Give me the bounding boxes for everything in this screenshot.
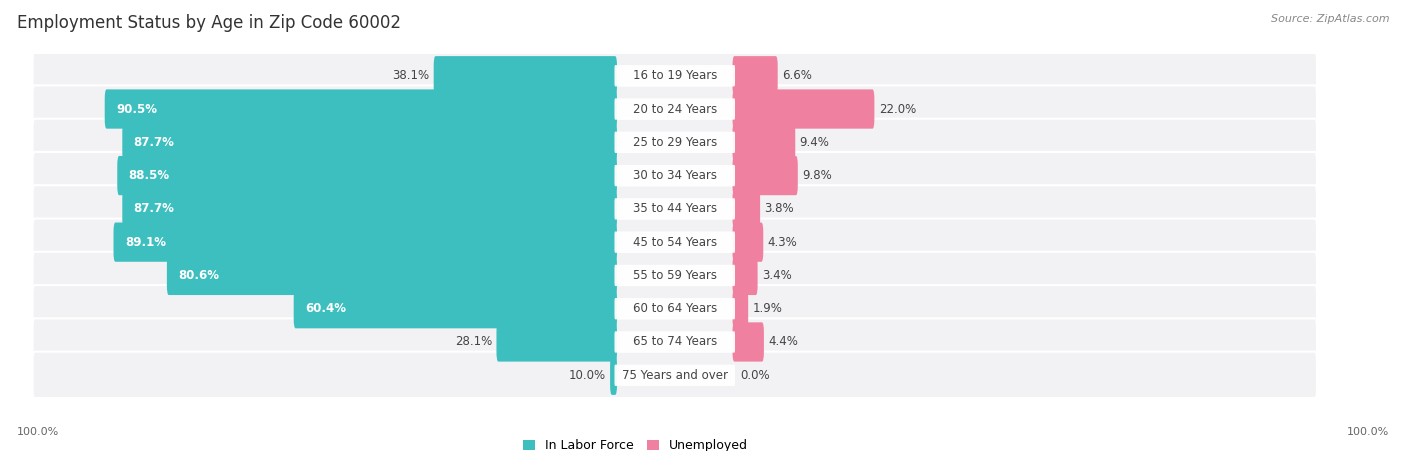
FancyBboxPatch shape: [614, 132, 735, 153]
Text: 100.0%: 100.0%: [17, 428, 59, 437]
Text: 25 to 29 Years: 25 to 29 Years: [633, 136, 717, 149]
FancyBboxPatch shape: [32, 52, 1317, 99]
FancyBboxPatch shape: [733, 289, 748, 328]
FancyBboxPatch shape: [114, 222, 617, 262]
FancyBboxPatch shape: [32, 85, 1317, 133]
Text: 60.4%: 60.4%: [305, 302, 346, 315]
Text: 38.1%: 38.1%: [392, 69, 429, 82]
FancyBboxPatch shape: [733, 256, 758, 295]
FancyBboxPatch shape: [294, 289, 617, 328]
Text: 55 to 59 Years: 55 to 59 Years: [633, 269, 717, 282]
FancyBboxPatch shape: [733, 189, 761, 229]
FancyBboxPatch shape: [614, 165, 735, 186]
FancyBboxPatch shape: [122, 123, 617, 162]
Text: 45 to 54 Years: 45 to 54 Years: [633, 235, 717, 249]
FancyBboxPatch shape: [32, 285, 1317, 332]
Text: 87.7%: 87.7%: [134, 202, 174, 216]
FancyBboxPatch shape: [32, 252, 1317, 299]
Text: 80.6%: 80.6%: [179, 269, 219, 282]
FancyBboxPatch shape: [496, 322, 617, 362]
Text: 35 to 44 Years: 35 to 44 Years: [633, 202, 717, 216]
Text: 87.7%: 87.7%: [134, 136, 174, 149]
FancyBboxPatch shape: [32, 352, 1317, 399]
Text: 65 to 74 Years: 65 to 74 Years: [633, 336, 717, 349]
Text: 3.4%: 3.4%: [762, 269, 792, 282]
Text: 60 to 64 Years: 60 to 64 Years: [633, 302, 717, 315]
FancyBboxPatch shape: [433, 56, 617, 95]
FancyBboxPatch shape: [614, 98, 735, 120]
Text: 28.1%: 28.1%: [454, 336, 492, 349]
Text: 0.0%: 0.0%: [741, 369, 770, 382]
Text: 4.4%: 4.4%: [768, 336, 799, 349]
Text: 9.4%: 9.4%: [800, 136, 830, 149]
FancyBboxPatch shape: [122, 189, 617, 229]
Text: 88.5%: 88.5%: [128, 169, 170, 182]
Text: 75 Years and over: 75 Years and over: [621, 369, 728, 382]
FancyBboxPatch shape: [614, 65, 735, 87]
FancyBboxPatch shape: [32, 185, 1317, 232]
FancyBboxPatch shape: [614, 364, 735, 386]
Text: Employment Status by Age in Zip Code 60002: Employment Status by Age in Zip Code 600…: [17, 14, 401, 32]
Text: 20 to 24 Years: 20 to 24 Years: [633, 102, 717, 115]
Text: Source: ZipAtlas.com: Source: ZipAtlas.com: [1271, 14, 1389, 23]
Text: 3.8%: 3.8%: [765, 202, 794, 216]
Text: 30 to 34 Years: 30 to 34 Years: [633, 169, 717, 182]
FancyBboxPatch shape: [32, 152, 1317, 199]
Text: 1.9%: 1.9%: [752, 302, 783, 315]
FancyBboxPatch shape: [733, 222, 763, 262]
FancyBboxPatch shape: [167, 256, 617, 295]
Text: 4.3%: 4.3%: [768, 235, 797, 249]
Text: 6.6%: 6.6%: [782, 69, 813, 82]
Text: 16 to 19 Years: 16 to 19 Years: [633, 69, 717, 82]
FancyBboxPatch shape: [614, 298, 735, 319]
FancyBboxPatch shape: [733, 123, 796, 162]
FancyBboxPatch shape: [32, 119, 1317, 166]
Text: 100.0%: 100.0%: [1347, 428, 1389, 437]
FancyBboxPatch shape: [32, 318, 1317, 366]
FancyBboxPatch shape: [614, 331, 735, 353]
Text: 10.0%: 10.0%: [568, 369, 606, 382]
FancyBboxPatch shape: [32, 219, 1317, 266]
FancyBboxPatch shape: [733, 89, 875, 129]
FancyBboxPatch shape: [733, 322, 763, 362]
FancyBboxPatch shape: [733, 56, 778, 95]
FancyBboxPatch shape: [614, 231, 735, 253]
FancyBboxPatch shape: [614, 265, 735, 286]
Text: 89.1%: 89.1%: [125, 235, 166, 249]
Text: 22.0%: 22.0%: [879, 102, 917, 115]
FancyBboxPatch shape: [733, 156, 797, 195]
Text: 90.5%: 90.5%: [117, 102, 157, 115]
Legend: In Labor Force, Unemployed: In Labor Force, Unemployed: [523, 439, 748, 451]
FancyBboxPatch shape: [614, 198, 735, 220]
FancyBboxPatch shape: [117, 156, 617, 195]
Text: 9.8%: 9.8%: [803, 169, 832, 182]
FancyBboxPatch shape: [104, 89, 617, 129]
FancyBboxPatch shape: [610, 356, 617, 395]
